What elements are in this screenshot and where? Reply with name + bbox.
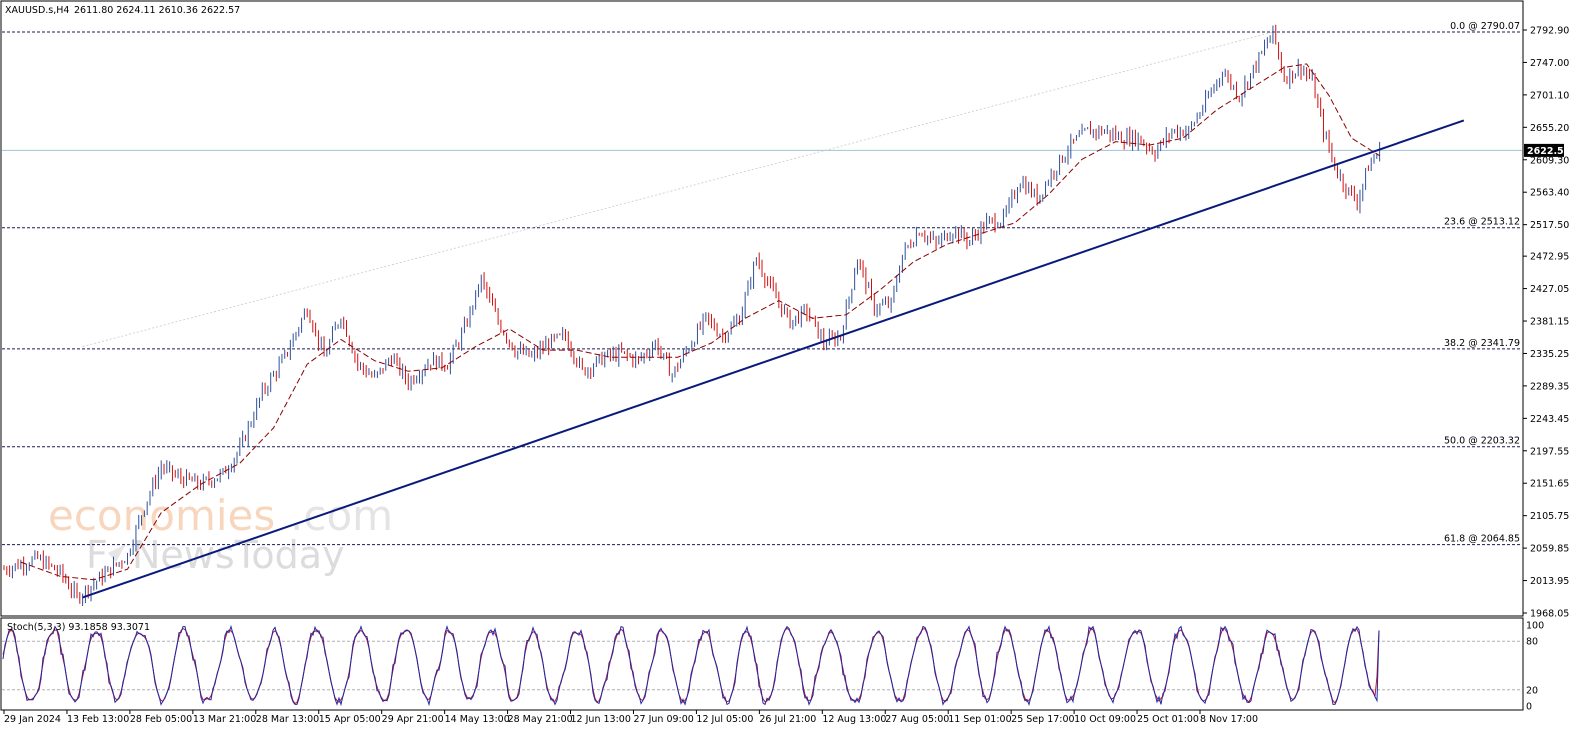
watermark-economies: economies bbox=[48, 491, 275, 540]
price-tick-label: 2701.10 bbox=[1530, 90, 1569, 101]
price-tick-label: 2472.95 bbox=[1530, 252, 1569, 263]
price-tick-label: 2609.30 bbox=[1530, 155, 1569, 166]
price-tick-label: 2655.20 bbox=[1530, 123, 1569, 134]
price-tick-label: 2151.65 bbox=[1530, 479, 1569, 490]
price-tick-label: 2747.00 bbox=[1530, 58, 1569, 69]
fib-diagonal bbox=[82, 31, 1274, 347]
price-tick-label: 2243.45 bbox=[1530, 414, 1569, 425]
fib-level-label: 61.8 @ 2064.85 bbox=[1444, 534, 1520, 545]
time-tick-label: 25 Sep 17:00 bbox=[1011, 714, 1074, 725]
current-price-label: 2622.57 bbox=[1527, 146, 1570, 157]
watermark-f: F bbox=[86, 533, 108, 577]
stochastic-label: Stoch(5,3,3) 93.1858 93.3071 bbox=[7, 622, 150, 633]
fib-level-label: 23.6 @ 2513.12 bbox=[1444, 217, 1520, 228]
current-price-bg bbox=[1524, 143, 1564, 157]
ohlc-values: 2611.80 2624.11 2610.36 2622.57 bbox=[74, 5, 240, 16]
watermark-arrow-icon bbox=[108, 544, 126, 562]
price-tick-label: 2013.95 bbox=[1530, 576, 1569, 587]
time-tick-label: 13 Mar 21:00 bbox=[193, 714, 256, 725]
price-tick-label: 2289.35 bbox=[1530, 381, 1569, 392]
time-tick-label: 29 Apr 21:00 bbox=[382, 714, 444, 725]
uptrend-line[interactable] bbox=[82, 119, 1465, 599]
time-tick-label: 14 May 13:00 bbox=[445, 714, 510, 725]
time-tick-label: 27 Aug 05:00 bbox=[885, 714, 949, 725]
fib-level-label: 50.0 @ 2203.32 bbox=[1444, 436, 1520, 447]
price-tick-label: 2427.05 bbox=[1530, 284, 1569, 295]
time-tick-label: 11 Sep 01:00 bbox=[948, 714, 1011, 725]
time-tick-label: 12 Jun 13:00 bbox=[571, 714, 631, 725]
time-tick-label: 27 Jun 09:00 bbox=[633, 714, 693, 725]
price-tick-label: 2197.55 bbox=[1530, 446, 1569, 457]
price-tick-label: 2105.75 bbox=[1530, 511, 1569, 522]
price-tick-label: 2792.90 bbox=[1530, 26, 1569, 37]
time-tick-label: 28 Feb 05:00 bbox=[130, 714, 192, 725]
time-tick-label: 12 Jul 05:00 bbox=[696, 714, 753, 725]
watermark: economies .com F NewsToday bbox=[48, 491, 393, 577]
stochastic-tick-label: 100 bbox=[1526, 621, 1544, 632]
time-tick-label: 26 Jul 21:00 bbox=[759, 714, 816, 725]
main-chart-frame bbox=[0, 0, 1524, 617]
price-tick-label: 2335.25 bbox=[1530, 349, 1569, 360]
stochastic-tick-label: 0 bbox=[1526, 702, 1532, 713]
time-tick-label: 8 Nov 17:00 bbox=[1200, 714, 1258, 725]
price-tick-label: 2517.50 bbox=[1530, 220, 1569, 231]
symbol-label: XAUUSD.s,H4 bbox=[5, 5, 69, 16]
price-tick-label: 2563.40 bbox=[1530, 188, 1569, 199]
stochastic-tick-label: 20 bbox=[1526, 685, 1538, 696]
price-tick-label: 2059.85 bbox=[1530, 544, 1569, 555]
fib-level-label: 0.0 @ 2790.07 bbox=[1450, 21, 1520, 32]
stochastic-main-line bbox=[2, 624, 1380, 707]
moving-average-line bbox=[20, 63, 1380, 581]
price-tick-label: 1968.05 bbox=[1530, 609, 1569, 620]
time-tick-label: 28 Mar 13:00 bbox=[256, 714, 319, 725]
watermark-dotcom: .com bbox=[290, 491, 393, 540]
watermark-newstoday: NewsToday bbox=[132, 533, 345, 577]
stochastic-tick-label: 80 bbox=[1526, 637, 1538, 648]
time-tick-label: 28 May 21:00 bbox=[508, 714, 573, 725]
current-price-tag: 2622.57 bbox=[1524, 143, 1570, 157]
time-tick-label: 29 Jan 2024 bbox=[4, 714, 61, 725]
time-tick-label: 13 Feb 13:00 bbox=[67, 714, 129, 725]
time-tick-label: 12 Aug 13:00 bbox=[822, 714, 886, 725]
time-tick-label: 15 Apr 05:00 bbox=[319, 714, 381, 725]
time-tick-label: 10 Oct 09:00 bbox=[1074, 714, 1136, 725]
fib-level-label: 38.2 @ 2341.79 bbox=[1444, 338, 1520, 349]
price-tick-label: 2381.15 bbox=[1530, 317, 1569, 328]
time-tick-label: 25 Oct 01:00 bbox=[1137, 714, 1199, 725]
